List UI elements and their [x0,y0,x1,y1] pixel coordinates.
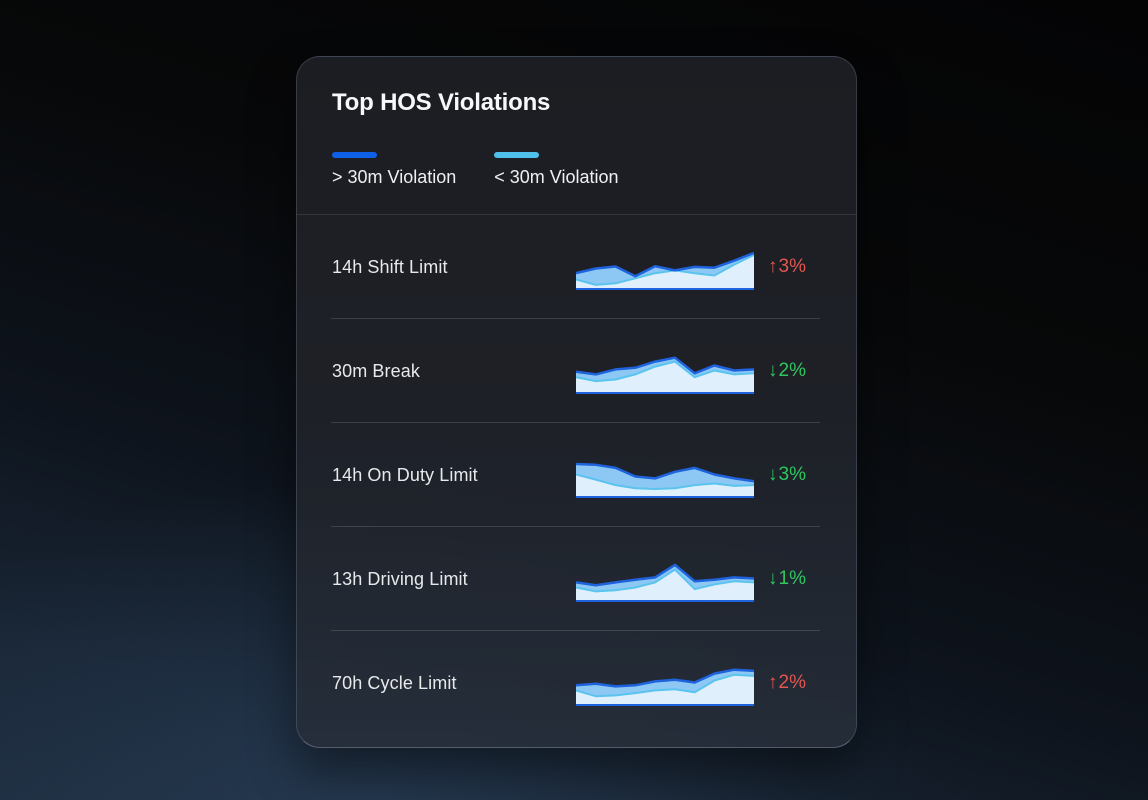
legend-swatch-icon [494,152,540,158]
card-header: Top HOS Violations > 30m Violation < 30m… [297,57,856,215]
violation-sparkline-chart [576,251,754,290]
trend-arrow-icon: ↓ [768,568,778,589]
violation-sparkline-chart [576,667,754,706]
trend-value: 3% [778,256,806,277]
trend-badge: ↓2% [768,360,826,382]
violation-label: 14h On Duty Limit [332,464,478,485]
trend-arrow-icon: ↓ [768,360,778,381]
violation-row: 70h Cycle Limit ↑2% [297,631,856,747]
violation-row: 14h Shift Limit ↑3% [297,215,856,319]
trend-arrow-icon: ↓ [768,464,778,485]
legend-swatch-icon [332,152,377,158]
trend-arrow-icon: ↑ [768,672,778,693]
trend-arrow-icon: ↑ [768,256,778,277]
violations-list: 14h Shift Limit ↑3% 30m Break ↓2% 14h On… [297,215,856,747]
trend-badge: ↑3% [768,256,826,278]
legend-item[interactable]: > 30m Violation [332,152,456,188]
trend-badge: ↓3% [768,464,826,486]
violation-row: 13h Driving Limit ↓1% [297,527,856,631]
legend: > 30m Violation < 30m Violation [332,152,821,188]
trend-value: 1% [778,568,806,589]
violation-sparkline-chart [576,563,754,602]
trend-value: 2% [778,672,806,693]
legend-label: > 30m Violation [332,167,457,187]
violation-row: 14h On Duty Limit ↓3% [297,423,856,527]
violation-sparkline-chart [576,355,754,394]
trend-value: 2% [778,360,806,381]
violation-sparkline-chart [576,462,754,498]
violation-row: 30m Break ↓2% [297,319,856,423]
violation-label: 70h Cycle Limit [332,672,457,693]
violation-label: 30m Break [332,360,420,381]
card-title: Top HOS Violations [332,89,551,116]
legend-item[interactable]: < 30m Violation [494,152,619,188]
legend-label: < 30m Violation [494,167,619,187]
trend-value: 3% [778,464,806,485]
violation-label: 13h Driving Limit [332,568,468,589]
trend-badge: ↑2% [768,672,826,694]
hos-violations-card: Top HOS Violations > 30m Violation < 30m… [296,56,857,748]
trend-badge: ↓1% [768,568,826,590]
violation-label: 14h Shift Limit [332,256,448,277]
